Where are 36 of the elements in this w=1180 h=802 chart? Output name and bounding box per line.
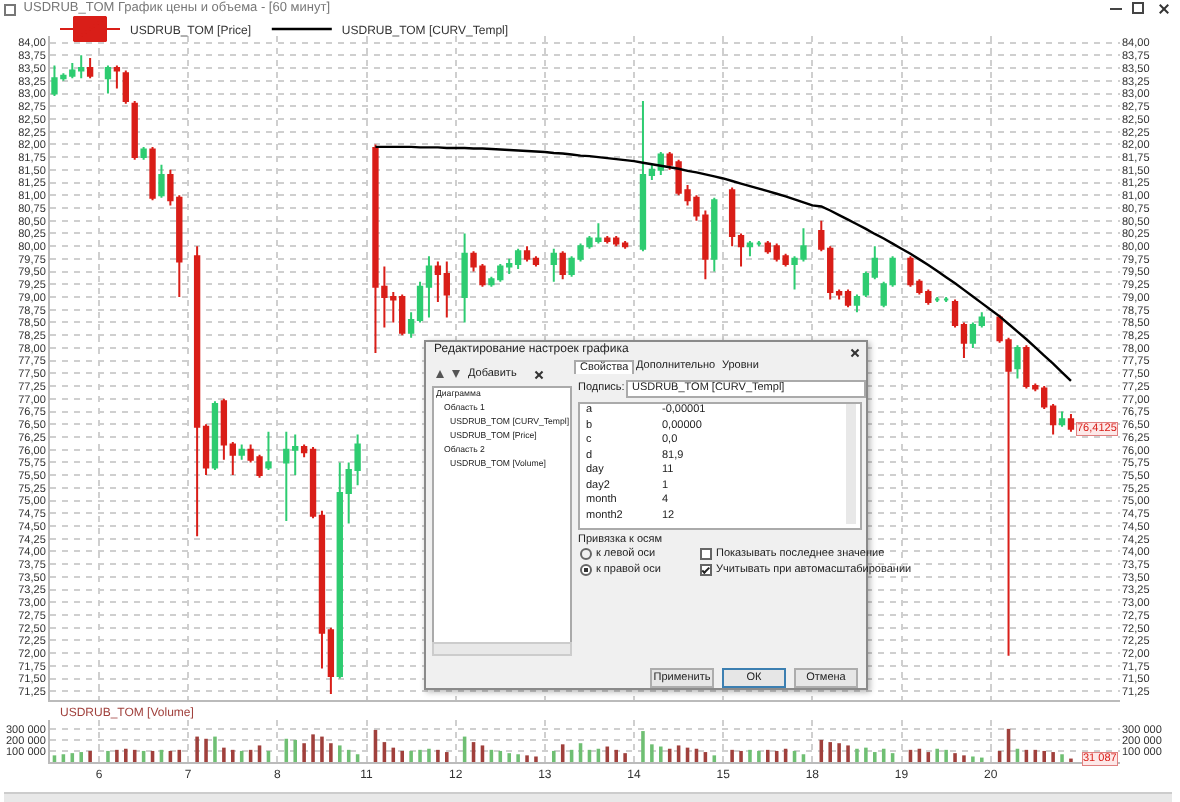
candlestick — [104, 64, 112, 95]
candlestick — [443, 260, 450, 319]
candlestick — [238, 443, 245, 461]
candlestick — [1058, 410, 1066, 428]
candlestick — [193, 245, 201, 538]
candlestick — [844, 288, 852, 309]
candlestick — [514, 247, 522, 271]
candlestick — [1023, 344, 1030, 390]
line-series — [374, 145, 1073, 383]
candlestick — [550, 247, 557, 283]
candlestick — [211, 400, 219, 472]
candlestick — [149, 145, 156, 202]
candlestick — [746, 240, 754, 258]
candlestick — [639, 100, 647, 253]
candlestick — [1067, 413, 1075, 433]
candlestick — [942, 296, 950, 304]
candlestick — [283, 430, 290, 522]
candlestick — [782, 252, 789, 268]
candlestick — [122, 69, 129, 105]
candlestick — [113, 64, 121, 90]
candlestick — [853, 293, 861, 314]
candlestick — [523, 245, 531, 263]
candlestick — [461, 232, 468, 324]
candlestick — [140, 145, 147, 161]
candlestick — [265, 430, 272, 472]
candlestick — [425, 255, 433, 319]
candlestick — [621, 240, 629, 250]
candlestick — [86, 56, 94, 80]
candlestick — [158, 163, 165, 199]
candlestick — [131, 100, 138, 161]
candlestick — [934, 296, 941, 304]
candlestick — [755, 240, 763, 248]
candlestick — [1014, 344, 1021, 380]
candlestick — [604, 234, 611, 245]
candlestick — [559, 250, 566, 281]
candlestick — [711, 196, 718, 273]
